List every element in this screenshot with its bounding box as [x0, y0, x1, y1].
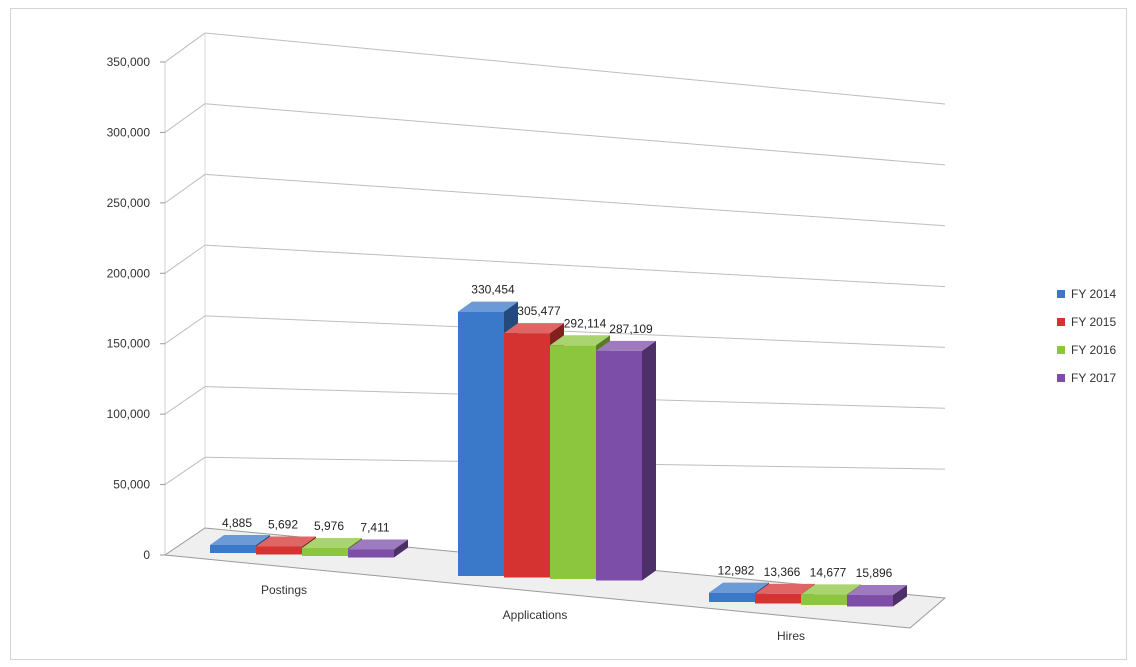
category-label: Hires — [777, 629, 805, 643]
legend: FY 2014 FY 2015 FY 2016 FY 2017 — [1057, 287, 1116, 385]
bar-top — [550, 335, 610, 346]
gridline-side — [164, 103, 206, 133]
y-tick-label: 150,000 — [107, 337, 151, 351]
bar-side — [893, 585, 907, 607]
legend-swatch — [1057, 374, 1065, 382]
y-tick-label: 200,000 — [107, 266, 151, 280]
bar-top — [504, 323, 564, 334]
bar — [256, 546, 302, 555]
data-label: 305,477 — [517, 304, 561, 318]
data-labels: 4,885 5,692 5,976 7,411 330,454305,477292,11… — [222, 283, 893, 580]
gridline — [204, 244, 946, 288]
data-label: 287,109 — [609, 322, 653, 336]
bar-top — [256, 536, 316, 547]
bar — [755, 593, 801, 604]
bar — [550, 345, 596, 579]
data-label: 12,982 — [718, 564, 755, 578]
bar — [596, 350, 642, 581]
bar-side — [394, 539, 408, 558]
legend-label: FY 2016 — [1071, 343, 1116, 357]
gridline-side — [164, 315, 206, 345]
legend-label: FY 2015 — [1071, 315, 1116, 329]
gridline — [204, 103, 946, 166]
bar-top — [596, 340, 656, 351]
bars — [210, 301, 907, 607]
bar — [458, 311, 504, 576]
data-label: 330,454 — [471, 283, 515, 297]
category-label: Applications — [503, 608, 568, 622]
bar-top — [348, 539, 408, 550]
bar — [847, 595, 893, 607]
y-tick-label: 50,000 — [113, 478, 150, 492]
gridline-side — [164, 174, 206, 204]
legend-swatch — [1057, 346, 1065, 354]
data-label: 7,411 — [360, 521, 389, 535]
bar — [348, 549, 394, 558]
data-label: 13,366 — [764, 565, 801, 579]
data-label: 14,677 — [810, 565, 847, 579]
data-label: 5,692 — [268, 518, 298, 532]
gridline-side — [164, 456, 206, 485]
gridline-side — [164, 244, 206, 274]
y-axis-tick-labels: 0 50,000 100,000 150,000 200,000 250,000 300,0… — [107, 55, 151, 562]
gridline — [204, 173, 946, 227]
y-tick-label: 300,000 — [107, 125, 151, 139]
bar-top — [847, 585, 907, 596]
y-tick-label: 0 — [143, 548, 150, 562]
bar-top — [709, 582, 769, 593]
gridline — [204, 315, 946, 348]
bar-top — [755, 583, 815, 594]
bar-top — [458, 301, 518, 312]
bar-top — [801, 584, 861, 595]
bar-top — [302, 538, 362, 548]
bar — [801, 594, 847, 605]
bar-side — [642, 340, 656, 581]
x-axis-category-labels: Postings Applications Hires — [261, 583, 805, 643]
bar — [210, 545, 256, 553]
gridline — [204, 32, 946, 105]
legend-swatch — [1057, 318, 1065, 326]
legend-label: FY 2017 — [1071, 371, 1116, 385]
gridline-side — [164, 386, 206, 415]
legend-swatch — [1057, 290, 1065, 298]
data-label: 4,885 — [222, 516, 252, 530]
legend-label: FY 2014 — [1071, 287, 1116, 301]
gridline-side — [164, 32, 206, 63]
data-label: 5,976 — [314, 519, 344, 533]
category-label: Postings — [261, 583, 307, 597]
y-tick-label: 100,000 — [107, 407, 151, 421]
bar — [302, 548, 348, 556]
bar — [709, 592, 755, 602]
y-tick-label: 350,000 — [107, 55, 151, 69]
bar — [504, 333, 550, 578]
data-label: 15,896 — [856, 566, 893, 580]
y-tick-label: 250,000 — [107, 196, 151, 210]
bar-top — [210, 535, 270, 545]
data-label: 292,114 — [564, 316, 607, 330]
